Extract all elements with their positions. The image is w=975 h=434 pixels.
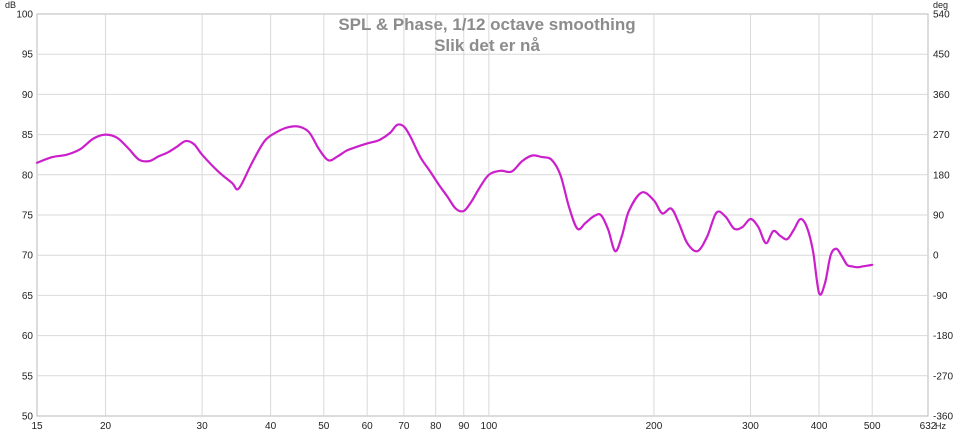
right-unit-label: deg [933, 0, 948, 10]
y-tick-label: 55 [22, 371, 34, 382]
y2-tick-label: -360 [933, 412, 953, 423]
y2-tick-label: -180 [933, 331, 953, 342]
x-tick-label: 632 [920, 421, 937, 432]
x-unit-label: Hz [935, 421, 946, 431]
chart-subtitle: Slik det er nå [434, 36, 540, 55]
y-tick-label: 95 [22, 50, 34, 61]
y2-tick-label: 450 [933, 50, 950, 61]
y2-tick-label: -90 [933, 291, 948, 302]
x-tick-label: 70 [398, 421, 410, 432]
x-tick-label: 60 [362, 421, 374, 432]
x-tick-label: 30 [197, 421, 209, 432]
left-y-axis: 100 95 90 85 80 75 70 65 60 55 50 [16, 10, 33, 423]
x-tick-label: 500 [864, 421, 881, 432]
x-tick-label: 400 [811, 421, 828, 432]
y2-tick-label: 540 [933, 10, 950, 21]
y-tick-label: 80 [22, 170, 34, 181]
x-tick-label: 40 [265, 421, 277, 432]
x-tick-label: 15 [31, 421, 43, 432]
y-tick-label: 65 [22, 291, 34, 302]
y2-tick-label: 180 [933, 170, 950, 181]
grid-lines [37, 14, 928, 416]
y-tick-label: 100 [16, 10, 33, 21]
y2-tick-label: 270 [933, 130, 950, 141]
spl-series-line [35, 123, 874, 296]
y2-tick-label: 0 [933, 251, 939, 262]
chart-title: SPL & Phase, 1/12 octave smoothing [338, 15, 635, 34]
x-tick-label: 300 [742, 421, 759, 432]
x-tick-label: 100 [481, 421, 498, 432]
y-tick-label: 70 [22, 251, 34, 262]
y-tick-label: 75 [22, 211, 34, 222]
y-tick-label: 85 [22, 130, 34, 141]
left-unit-label: dB [5, 0, 16, 10]
x-tick-label: 50 [318, 421, 330, 432]
x-tick-label: 90 [458, 421, 470, 432]
x-axis: 15 20 30 40 50 60 70 80 90 100 200 300 400 500 632 [31, 421, 936, 432]
x-tick-label: 20 [100, 421, 112, 432]
right-y-axis: 540 450 360 270 180 90 0 -90 -180 -270 -360 [933, 10, 953, 423]
y-tick-label: 60 [22, 331, 34, 342]
y2-tick-label: -270 [933, 371, 953, 382]
series-group [35, 123, 874, 296]
y-tick-label: 90 [22, 90, 34, 101]
y-tick-label: 50 [22, 412, 34, 423]
y2-tick-label: 360 [933, 90, 950, 101]
x-tick-label: 200 [646, 421, 663, 432]
x-tick-label: 80 [430, 421, 442, 432]
y2-tick-label: 90 [933, 211, 945, 222]
